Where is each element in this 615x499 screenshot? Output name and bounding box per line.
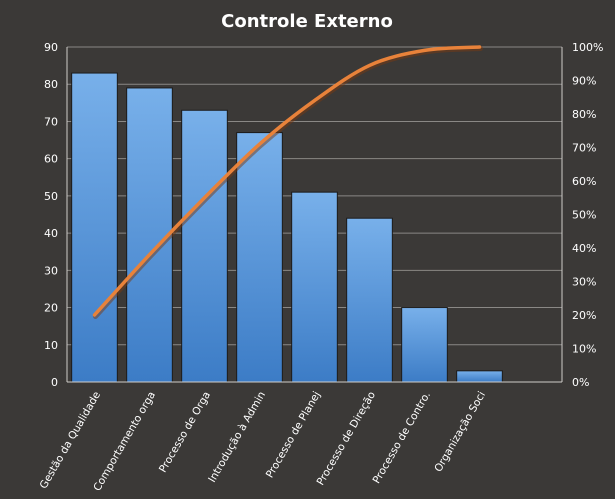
y-tick-label: 20: [44, 302, 58, 315]
y2-tick-label: 0%: [572, 376, 589, 389]
x-tick-label: Gestão da Qualidade: [38, 390, 104, 491]
bar: [456, 370, 503, 383]
x-tick-label: Introdução à Admin: [206, 390, 268, 485]
y-tick-label: 10: [44, 339, 58, 352]
y2-tick-label: 60%: [572, 175, 596, 188]
x-tick-label: Processo de Planej: [264, 390, 323, 481]
y2-tick-label: 20%: [572, 309, 596, 322]
y2-tick-label: 70%: [572, 142, 596, 155]
cumulative-line-series: [92, 45, 483, 319]
y2-tick-label: 30%: [572, 276, 596, 289]
y-tick-label: 0: [51, 376, 58, 389]
y-tick-label: 40: [44, 227, 58, 240]
x-tick-label: Comportamento orga: [91, 390, 158, 494]
y2-tick-label: 80%: [572, 108, 596, 121]
bar: [291, 191, 338, 383]
bar: [401, 307, 448, 383]
y-tick-label: 60: [44, 153, 58, 166]
y2-tick-label: 40%: [572, 242, 596, 255]
x-tick-label: Processo de Direção: [315, 390, 379, 488]
bar: [126, 87, 173, 383]
y-tick-label: 90: [44, 41, 58, 54]
x-tick-label: Organização Soci: [432, 390, 488, 475]
y-tick-label: 30: [44, 264, 58, 277]
y-tick-label: 70: [44, 115, 58, 128]
bar: [181, 109, 228, 383]
bar: [236, 132, 283, 383]
y2-tick-label: 90%: [572, 75, 596, 88]
y2-tick-label: 50%: [572, 209, 596, 222]
y-tick-label: 50: [44, 190, 58, 203]
x-tick-label: Processo de Contro.: [371, 390, 434, 486]
bar: [346, 217, 393, 383]
chart-title: Controle Externo: [221, 11, 393, 32]
y2-tick-label: 10%: [572, 343, 596, 356]
y2-tick-label: 100%: [572, 41, 603, 54]
bar: [71, 72, 118, 383]
x-tick-label: Processo de Orga: [157, 390, 213, 475]
y-tick-label: 80: [44, 78, 58, 91]
